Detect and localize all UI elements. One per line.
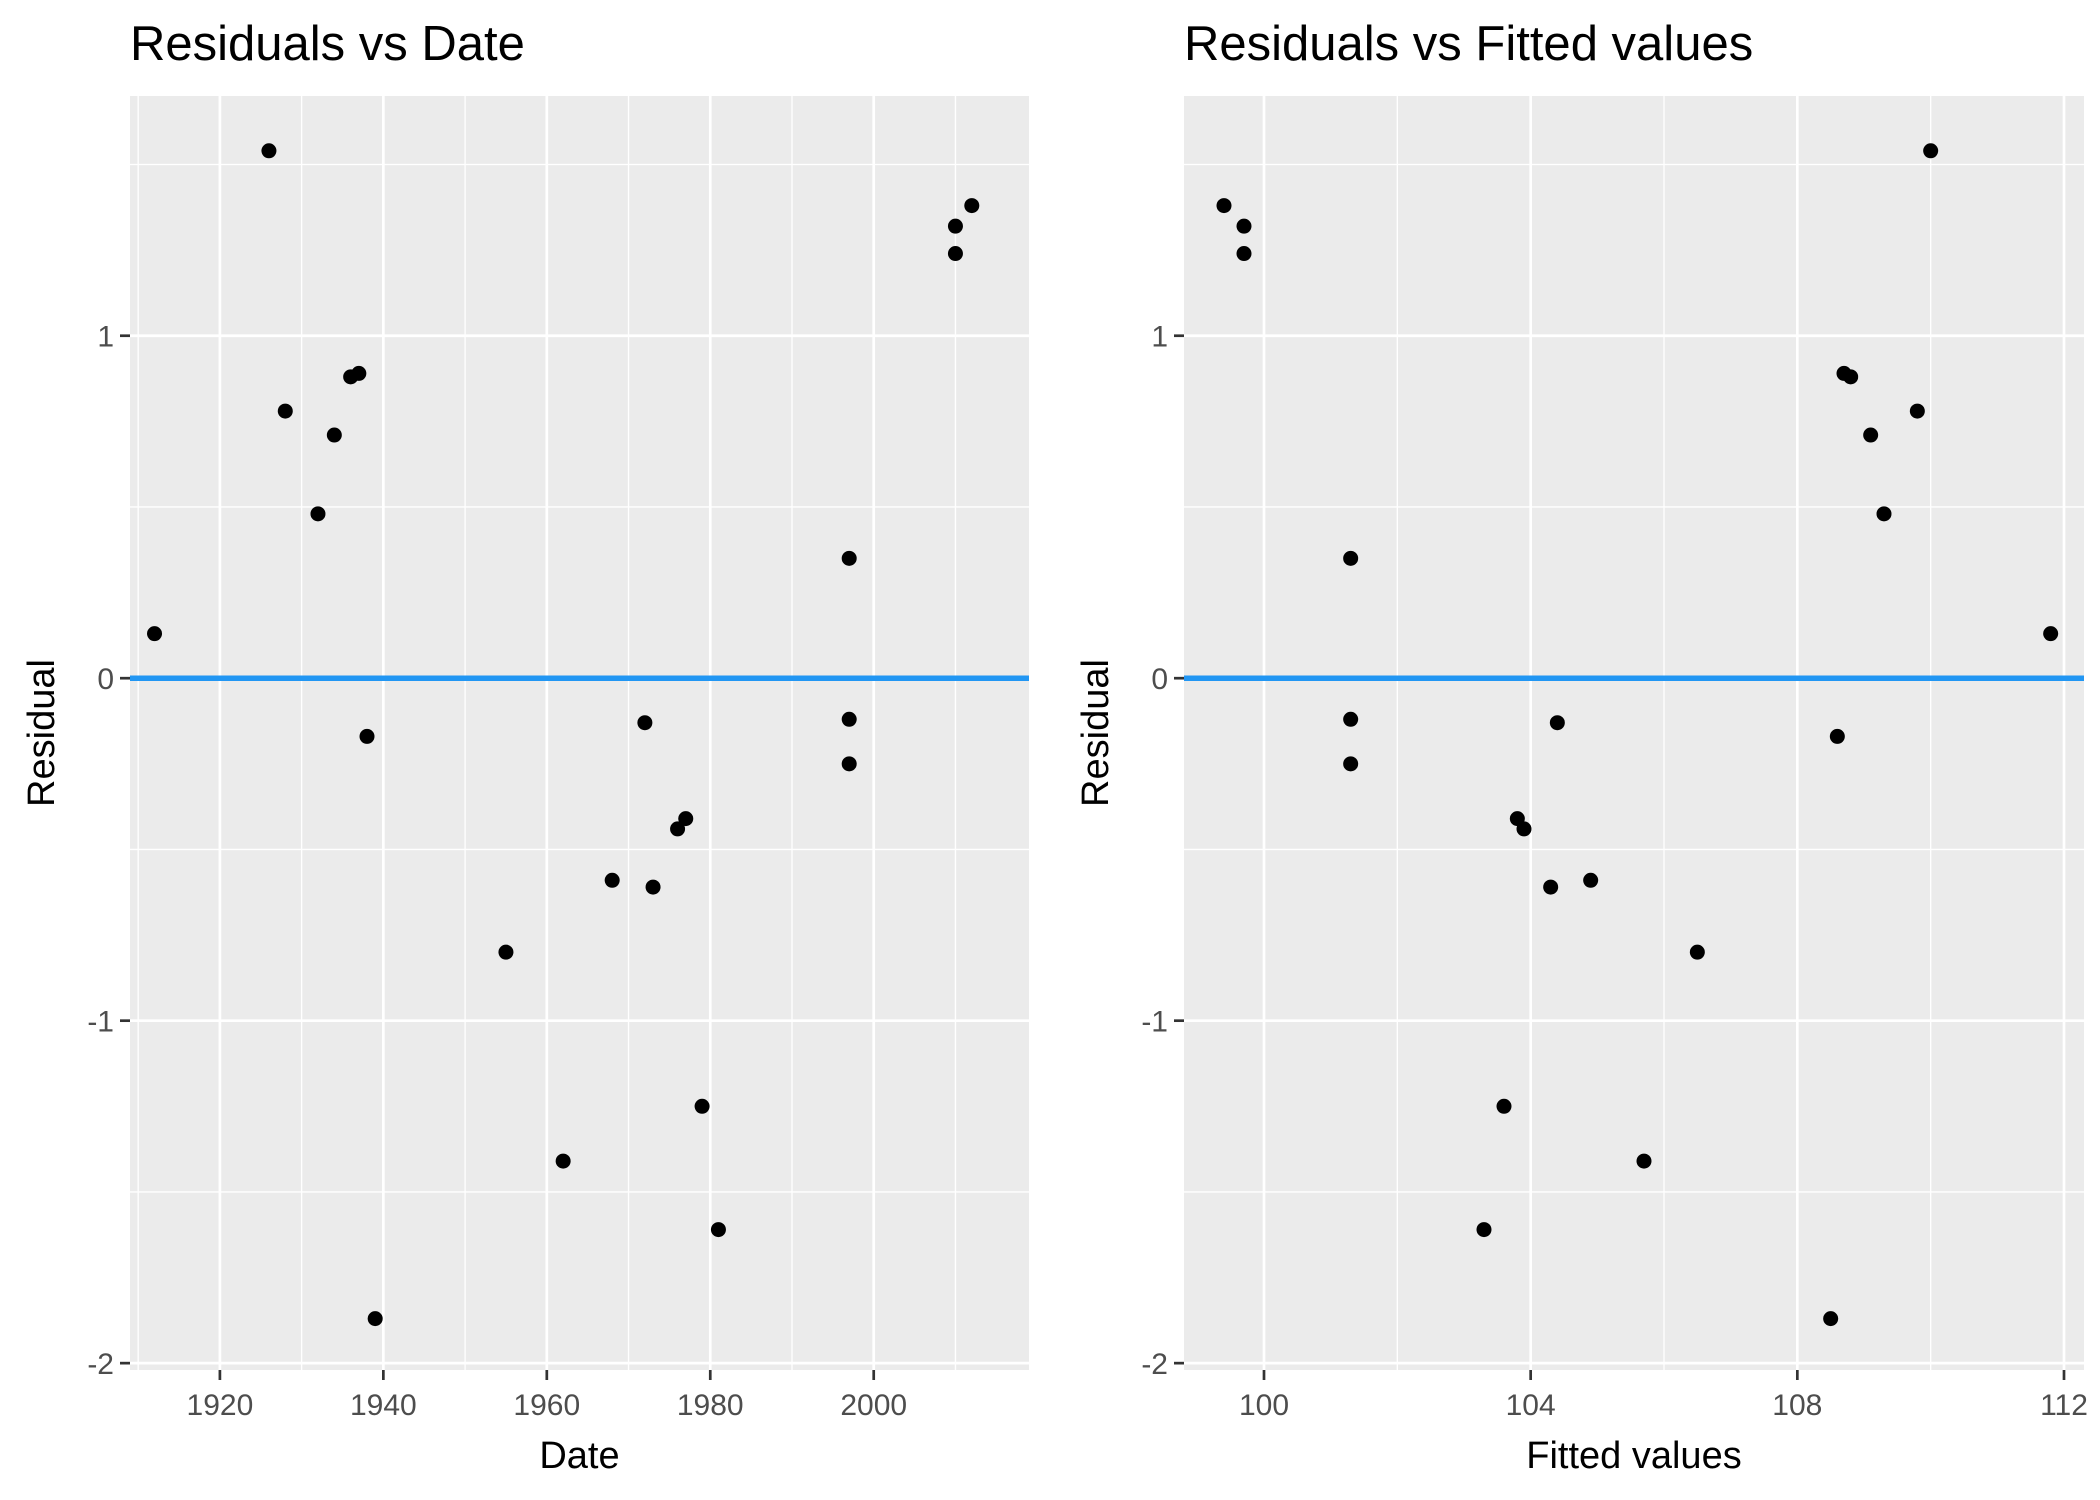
data-point — [1829, 728, 1845, 744]
axes: 100 104 108 112 -2 -1 0 1 — [1141, 321, 2088, 1422]
data-point — [359, 728, 375, 744]
y-tick-label: -2 — [87, 1348, 114, 1381]
data-point — [351, 365, 367, 381]
data-point — [1343, 756, 1359, 772]
y-tick-label: -1 — [1141, 1006, 1168, 1039]
y-tick-label: 1 — [1151, 321, 1168, 354]
y-tick-label: 0 — [97, 663, 114, 696]
data-point — [1343, 711, 1359, 727]
data-point — [678, 811, 694, 827]
data-points — [147, 143, 980, 1327]
data-point — [841, 550, 857, 566]
panel-title: Residuals vs Date — [130, 17, 525, 71]
data-point — [326, 427, 342, 443]
data-point — [1876, 506, 1892, 522]
data-points — [1216, 143, 2059, 1327]
y-tick-label: 0 — [1151, 663, 1168, 696]
x-tick-label: 2000 — [840, 1389, 907, 1422]
x-axis-title: Fitted values — [1526, 1435, 1741, 1477]
data-point — [147, 626, 163, 642]
data-point — [1823, 1311, 1839, 1327]
data-point — [964, 198, 980, 214]
y-axis-title: Residual — [21, 659, 63, 807]
data-point — [310, 506, 326, 522]
data-point — [645, 879, 661, 895]
data-point — [1636, 1153, 1652, 1169]
data-point — [947, 218, 963, 234]
x-tick-label: 1940 — [350, 1389, 417, 1422]
y-tick-label: 1 — [97, 321, 114, 354]
data-point — [555, 1153, 571, 1169]
data-point — [498, 944, 514, 960]
data-point — [367, 1311, 383, 1327]
plot-area — [130, 96, 1029, 1370]
data-point — [694, 1098, 710, 1114]
data-point — [841, 756, 857, 772]
y-tick-label: -1 — [87, 1006, 114, 1039]
data-point — [1689, 944, 1705, 960]
panel-title: Residuals vs Fitted values — [1184, 17, 1753, 71]
x-tick-label: 1960 — [513, 1389, 580, 1422]
data-point — [947, 246, 963, 262]
data-point — [1909, 403, 1925, 419]
data-point — [710, 1222, 726, 1238]
data-point — [1549, 715, 1565, 731]
data-point — [261, 143, 277, 159]
data-point — [637, 715, 653, 731]
data-point — [1476, 1222, 1492, 1238]
data-point — [604, 872, 620, 888]
data-point — [1509, 811, 1525, 827]
plot-area — [1184, 96, 2084, 1370]
x-axis-title: Date — [539, 1435, 619, 1477]
data-point — [2043, 626, 2059, 642]
data-point — [841, 711, 857, 727]
x-tick-label: 104 — [1506, 1389, 1556, 1422]
x-tick-label: 1980 — [677, 1389, 744, 1422]
axes: 1920 1940 1960 1980 2000 -2 -1 0 1 — [87, 321, 907, 1422]
data-point — [1236, 246, 1252, 262]
x-tick-label: 108 — [1772, 1389, 1822, 1422]
data-point — [1236, 218, 1252, 234]
residuals-vs-fitted-panel: Residuals vs Fitted values 100 104 108 112 -… — [1075, 17, 2088, 1477]
data-point — [1543, 879, 1559, 895]
data-point — [1923, 143, 1939, 159]
y-axis-title: Residual — [1075, 659, 1117, 807]
x-tick-label: 112 — [2040, 1389, 2088, 1422]
data-point — [1863, 427, 1879, 443]
y-tick-label: -2 — [1141, 1348, 1168, 1381]
x-tick-label: 100 — [1239, 1389, 1289, 1422]
data-point — [1343, 550, 1359, 566]
gridlines — [1184, 96, 2084, 1370]
data-point — [1216, 198, 1232, 214]
residuals-vs-date-panel: Residuals vs Date 1920 1940 1960 1980 2000 -2… — [21, 17, 1029, 1477]
data-point — [1496, 1098, 1512, 1114]
data-point — [1583, 872, 1599, 888]
data-point — [1836, 365, 1852, 381]
data-point — [277, 403, 293, 419]
data-point — [670, 821, 686, 837]
x-tick-label: 1920 — [187, 1389, 254, 1422]
